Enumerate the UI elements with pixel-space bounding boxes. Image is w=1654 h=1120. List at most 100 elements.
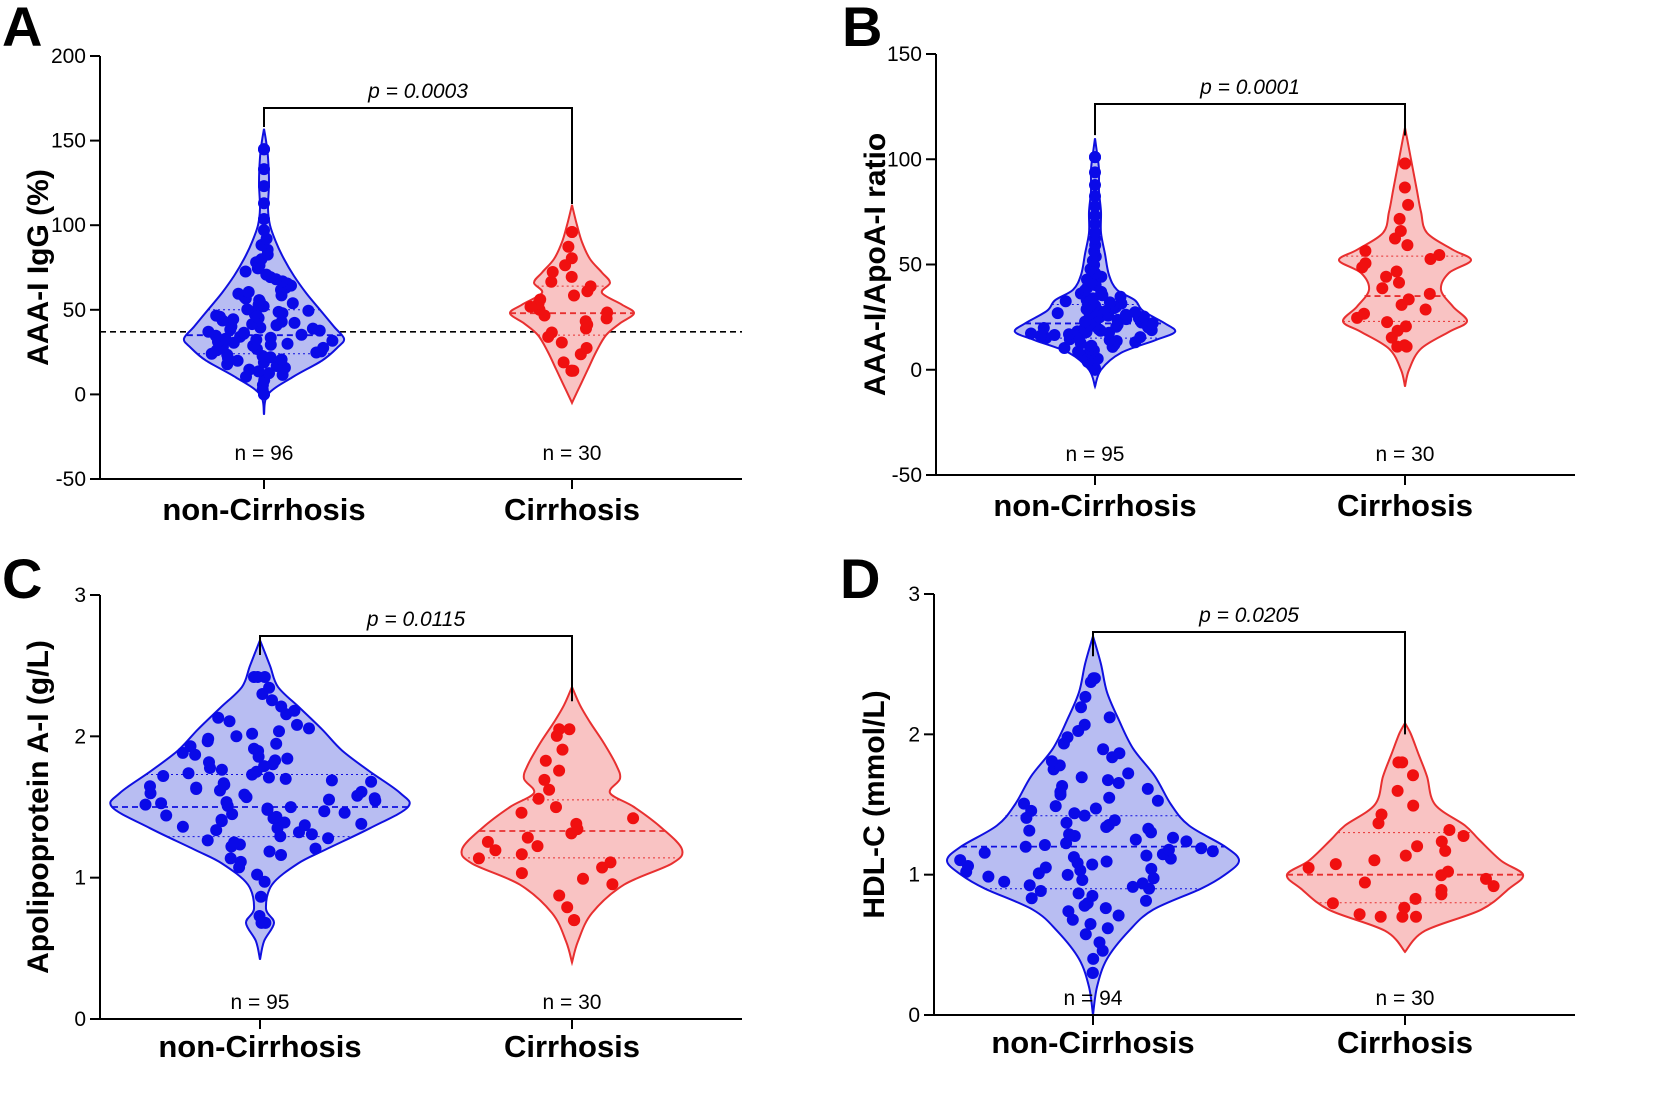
data-point: [1114, 290, 1127, 303]
data-point: [215, 813, 228, 826]
data-point: [565, 364, 578, 377]
data-point: [562, 240, 575, 253]
data-point: [1108, 814, 1121, 827]
data-point: [1068, 807, 1081, 820]
data-point: [1103, 791, 1116, 804]
data-point: [1079, 928, 1092, 941]
data-point: [1059, 295, 1072, 308]
data-point: [553, 764, 566, 777]
data-point: [219, 332, 232, 345]
data-point: [1087, 672, 1100, 685]
data-point: [210, 824, 223, 837]
panel-letter: C: [2, 547, 42, 610]
data-point: [217, 777, 230, 790]
data-point: [1079, 690, 1092, 703]
data-point: [155, 797, 168, 810]
y-tick-label: 200: [51, 45, 86, 68]
data-point: [584, 280, 597, 293]
data-point: [365, 775, 378, 788]
panel-a: A AAA-I IgG (%) -50 0 50 100 150 200 non-Cirrhos…: [2, 0, 742, 527]
data-point: [1112, 777, 1125, 789]
data-point: [1078, 718, 1091, 731]
violin-group-non-cirrhosis: [1013, 138, 1177, 390]
y-tick-label: 1: [74, 867, 86, 890]
data-point: [1380, 270, 1393, 283]
data-point: [273, 725, 285, 738]
violin-group-cirrhosis: [460, 684, 684, 967]
y-axis-label: AAA-I IgG (%): [22, 169, 55, 366]
data-point: [248, 742, 260, 755]
data-point: [317, 341, 330, 354]
significance-bracket: [263, 107, 573, 204]
data-point: [1393, 212, 1406, 225]
data-point: [263, 845, 276, 858]
data-point: [355, 785, 368, 798]
data-point: [251, 868, 264, 881]
data-point: [1442, 865, 1454, 878]
data-point: [1087, 292, 1100, 305]
data-point: [1402, 293, 1415, 306]
y-tick-label: 3: [908, 583, 920, 606]
violin-group-cirrhosis: [1285, 720, 1525, 954]
data-point: [538, 773, 551, 786]
y-tick-label: 0: [74, 1008, 86, 1031]
data-point: [212, 711, 225, 724]
data-point: [1063, 828, 1076, 841]
data-point: [258, 197, 270, 210]
data-point: [252, 365, 265, 378]
data-point: [1122, 767, 1135, 780]
data-point: [1353, 908, 1366, 921]
data-point: [1076, 874, 1089, 886]
data-point: [322, 832, 335, 845]
data-point: [1089, 179, 1101, 191]
data-point: [266, 694, 278, 707]
data-point: [1103, 296, 1116, 309]
p-value-label: p = 0.0001: [1199, 76, 1300, 99]
data-point: [325, 774, 338, 787]
y-tick-label: 2: [74, 725, 86, 748]
data-point: [565, 252, 578, 265]
data-point: [1051, 307, 1064, 320]
data-point: [281, 752, 294, 765]
data-point: [215, 763, 228, 776]
data-point: [270, 810, 283, 823]
data-point: [1018, 797, 1030, 810]
data-point: [565, 270, 578, 283]
data-point: [546, 266, 559, 278]
data-point: [1086, 966, 1099, 979]
data-point: [1037, 322, 1050, 334]
data-point: [1129, 833, 1142, 846]
category-label: Cirrhosis: [504, 1029, 640, 1064]
data-point: [1375, 808, 1388, 821]
data-point: [1060, 816, 1073, 829]
data-point: [1439, 844, 1452, 857]
data-point: [1195, 842, 1208, 855]
data-point: [1407, 799, 1420, 812]
data-point: [1089, 200, 1101, 213]
y-tick-label: 3: [74, 584, 86, 607]
data-point: [231, 354, 244, 367]
data-point: [472, 852, 485, 865]
y-tick-label: 150: [887, 43, 922, 66]
data-point: [234, 855, 247, 868]
data-point: [1113, 747, 1126, 760]
data-point: [532, 792, 545, 805]
data-point: [1142, 822, 1155, 835]
data-point: [306, 322, 319, 335]
y-tick-label: 100: [51, 214, 86, 237]
data-point: [243, 363, 256, 376]
data-point: [577, 872, 589, 885]
data-point: [228, 836, 241, 849]
data-point: [531, 840, 544, 853]
n-label: n = 95: [231, 991, 290, 1014]
data-point: [954, 854, 967, 867]
data-point: [543, 783, 556, 796]
data-point: [1206, 845, 1219, 858]
data-point: [1398, 339, 1411, 352]
data-point: [1140, 849, 1153, 862]
p-value-label: p = 0.0205: [1198, 604, 1299, 627]
data-point: [1435, 884, 1448, 896]
data-point: [553, 889, 566, 902]
data-point: [237, 326, 250, 339]
data-point: [1056, 780, 1069, 792]
